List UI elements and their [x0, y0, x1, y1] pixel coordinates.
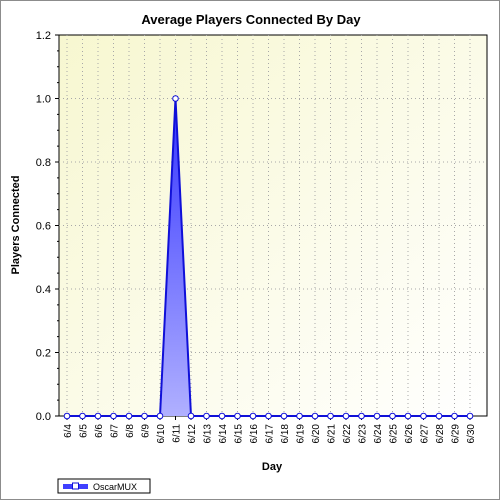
data-point — [218, 412, 226, 420]
x-tick-label: 6/30 — [466, 424, 477, 444]
data-point — [280, 412, 288, 420]
data-point — [187, 412, 195, 420]
legend-box — [57, 478, 151, 494]
y-axis-ticks: 0.0 0.2 0.4 0.6 0.8 1.0 1.2 — [36, 30, 59, 423]
x-tick-label: 6/4 — [63, 424, 74, 438]
data-point — [404, 412, 412, 420]
x-tick-label: 6/20 — [311, 424, 322, 444]
x-tick-label: 6/28 — [435, 424, 446, 444]
x-tick-label: 6/9 — [141, 424, 152, 438]
y-tick-label: 0.8 — [36, 157, 51, 169]
x-tick-label: 6/13 — [203, 424, 214, 444]
y-tick-label: 1.0 — [36, 94, 51, 106]
y-tick-label: 1.2 — [36, 30, 51, 42]
x-tick-label: 6/17 — [265, 424, 276, 444]
x-tick-label: 6/24 — [373, 424, 384, 444]
x-tick-label: 6/22 — [342, 424, 353, 444]
data-point — [435, 412, 443, 420]
x-tick-label: 6/7 — [110, 424, 121, 438]
x-axis-ticks: 6/4 6/5 6/6 6/7 6/8 6/9 6/10 6/11 6/12 6/13 6/14 6/… — [63, 416, 477, 443]
x-tick-label: 6/8 — [125, 424, 136, 438]
x-tick-label: 6/10 — [156, 424, 167, 444]
data-point — [125, 412, 133, 420]
data-point — [451, 412, 458, 420]
x-tick-label: 6/19 — [296, 424, 307, 444]
data-point — [342, 412, 350, 420]
y-tick-label: 0.0 — [36, 411, 51, 423]
x-tick-label: 6/11 — [172, 424, 183, 443]
data-point — [79, 412, 86, 420]
data-point — [373, 412, 381, 420]
x-tick-label: 6/23 — [358, 424, 369, 444]
data-point — [172, 95, 179, 102]
y-axis-label: Players Connected — [10, 175, 22, 274]
data-point — [311, 412, 319, 420]
data-point — [94, 412, 102, 420]
data-point — [358, 412, 365, 420]
x-tick-label: 6/5 — [79, 424, 90, 438]
legend-label: OscarMUX — [93, 482, 137, 492]
x-tick-label: 6/14 — [218, 424, 229, 444]
series-area-fill — [67, 98, 470, 416]
x-tick-label: 6/21 — [327, 424, 338, 444]
y-tick-label: 0.6 — [36, 221, 51, 233]
x-tick-label: 6/12 — [187, 424, 198, 444]
data-point — [141, 412, 148, 420]
data-point — [63, 412, 71, 420]
data-point — [296, 412, 303, 420]
x-tick-label: 6/15 — [234, 424, 245, 444]
legend-marker — [72, 482, 79, 490]
chart-title: Average Players Connected By Day — [141, 12, 361, 27]
data-point — [234, 412, 241, 420]
x-tick-label: 6/29 — [451, 424, 462, 444]
series-markers — [63, 95, 474, 420]
data-point — [420, 412, 427, 420]
x-tick-label: 6/26 — [404, 424, 415, 444]
x-tick-label: 6/16 — [249, 424, 260, 444]
x-tick-label: 6/25 — [389, 424, 400, 444]
data-point — [156, 412, 164, 420]
data-point — [466, 412, 474, 420]
y-tick-label: 0.4 — [36, 284, 51, 296]
data-point — [389, 412, 396, 420]
data-point — [203, 412, 210, 420]
data-point — [249, 412, 257, 420]
data-point — [110, 412, 117, 420]
data-point — [327, 412, 334, 420]
x-tick-label: 6/27 — [420, 424, 431, 444]
legend: OscarMUX — [57, 478, 151, 494]
x-tick-label: 6/18 — [280, 424, 291, 444]
x-tick-label: 6/6 — [94, 424, 105, 438]
data-point — [265, 412, 272, 420]
x-axis-label: Day — [262, 461, 283, 473]
y-tick-label: 0.2 — [36, 348, 51, 360]
grid-lines — [59, 35, 487, 416]
